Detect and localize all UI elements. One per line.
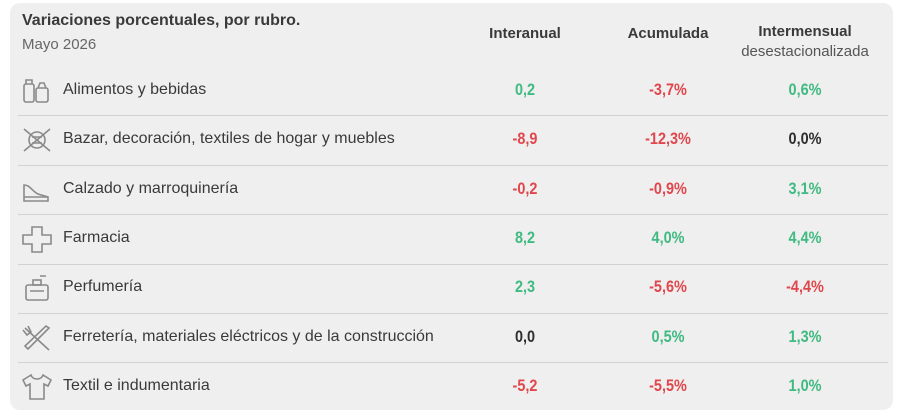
row-separator — [18, 263, 888, 265]
cell-value: 1,0% — [788, 376, 822, 396]
card: Variaciones porcentuales, por rubro. May… — [10, 3, 893, 410]
row-label: Ferretería, materiales eléctricos y de l… — [63, 327, 434, 345]
cell-value: 2,3 — [514, 277, 536, 297]
cell-value: -5,6% — [649, 277, 687, 297]
cell-value: 3,1% — [788, 178, 822, 198]
cell-value: -4,4% — [786, 277, 824, 297]
column-header: Acumulada — [627, 25, 709, 42]
row-separator — [18, 115, 888, 117]
cell-value: -5,2 — [512, 376, 538, 396]
column-header: Intermensual — [758, 23, 852, 40]
row-separator — [18, 313, 888, 314]
row-icon — [23, 128, 51, 152]
cell-value: -5,5% — [649, 376, 687, 396]
row-label: Perfumería — [63, 278, 143, 296]
cell-value: 0,0% — [788, 129, 822, 149]
row-label: Alimentos y bebidas — [63, 80, 207, 98]
cell-value: -3,7% — [649, 79, 687, 99]
row-icon — [21, 373, 53, 400]
subtitle: Mayo 2026 — [22, 36, 97, 53]
row-icon — [23, 183, 49, 202]
column-header: Interanual — [489, 25, 561, 42]
row-label: Calzado y marroquinería — [63, 179, 239, 197]
cell-value: -8,9 — [512, 129, 538, 149]
title: Variaciones porcentuales, por rubro. — [22, 12, 301, 29]
cell-value: -0,2 — [512, 178, 538, 198]
cell-value: 1,3% — [788, 326, 822, 346]
row-label: Bazar, decoración, textiles de hogar y m… — [63, 130, 395, 148]
cell-value: -0,9% — [649, 178, 687, 198]
row-separator — [18, 362, 888, 364]
column-subheader: desestacionalizada — [741, 43, 869, 60]
row-label: Textil e indumentaria — [63, 377, 210, 395]
cell-value: 0,6% — [788, 79, 822, 99]
cell-value: 8,2 — [514, 227, 536, 247]
cell-value: 0,5% — [651, 326, 685, 346]
row-separator — [18, 214, 888, 216]
cell-value: 4,0% — [651, 227, 685, 247]
row-separator — [18, 164, 888, 166]
row-icon — [25, 275, 49, 302]
cell-value: 0,2 — [514, 79, 536, 99]
cell-value: -12,3% — [645, 129, 691, 149]
row-icon — [22, 226, 52, 253]
row-icon — [23, 78, 49, 103]
row-icon — [22, 324, 51, 351]
cell-value: 4,4% — [788, 227, 822, 247]
row-label: Farmacia — [63, 228, 130, 246]
cell-value: 0,0 — [514, 326, 536, 346]
